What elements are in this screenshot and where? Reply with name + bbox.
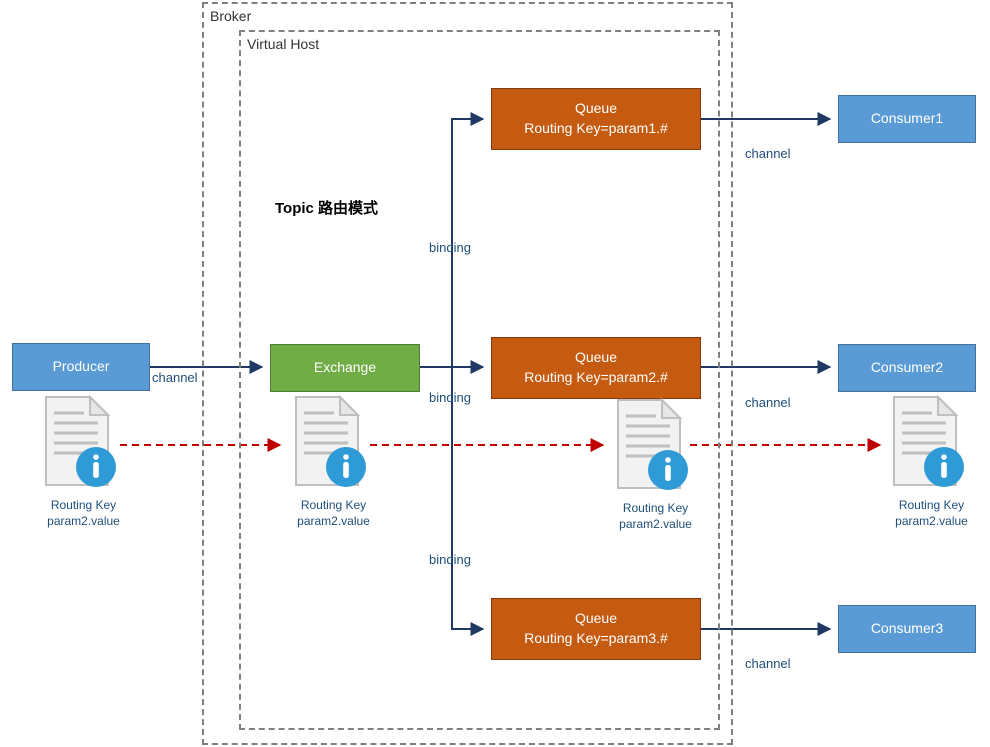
queue1-node: Queue Routing Key=param1.# bbox=[491, 88, 701, 150]
consumer2-node: Consumer2 bbox=[838, 344, 976, 392]
channel-label-consumer3: channel bbox=[745, 656, 791, 671]
binding-label-3: binding bbox=[429, 552, 471, 567]
consumer1-label: Consumer1 bbox=[871, 109, 943, 129]
channel-label-consumer1: channel bbox=[745, 146, 791, 161]
queue2-line1: Queue bbox=[575, 348, 617, 368]
binding-label-1: binding bbox=[429, 240, 471, 255]
document-info-icon bbox=[612, 398, 690, 499]
queue1-line1: Queue bbox=[575, 99, 617, 119]
binding-label-2: binding bbox=[429, 390, 471, 405]
routing-key-caption: Routing Keyparam2.value bbox=[884, 498, 979, 529]
topic-title: Topic 路由模式 bbox=[275, 197, 378, 218]
routing-key-caption: Routing Keyparam2.value bbox=[36, 498, 131, 529]
exchange-label: Exchange bbox=[314, 358, 376, 378]
consumer3-label: Consumer3 bbox=[871, 619, 943, 639]
routing-key-caption: Routing Keyparam2.value bbox=[608, 501, 703, 532]
diagram-canvas: Broker Virtual Host Topic 路由模式 Producer … bbox=[0, 0, 990, 747]
queue2-node: Queue Routing Key=param2.# bbox=[491, 337, 701, 399]
producer-label: Producer bbox=[53, 357, 110, 377]
producer-node: Producer bbox=[12, 343, 150, 391]
document-info-icon bbox=[290, 395, 368, 496]
queue3-node: Queue Routing Key=param3.# bbox=[491, 598, 701, 660]
queue1-line2: Routing Key=param1.# bbox=[524, 119, 668, 139]
consumer2-label: Consumer2 bbox=[871, 358, 943, 378]
consumer3-node: Consumer3 bbox=[838, 605, 976, 653]
channel-label-consumer2: channel bbox=[745, 395, 791, 410]
queue3-line2: Routing Key=param3.# bbox=[524, 629, 668, 649]
document-info-icon bbox=[40, 395, 118, 496]
channel-label-producer: channel bbox=[152, 370, 198, 385]
consumer1-node: Consumer1 bbox=[838, 95, 976, 143]
queue3-line1: Queue bbox=[575, 609, 617, 629]
routing-key-caption: Routing Keyparam2.value bbox=[286, 498, 381, 529]
virtualhost-label: Virtual Host bbox=[247, 36, 319, 52]
broker-label: Broker bbox=[210, 8, 251, 24]
exchange-node: Exchange bbox=[270, 344, 420, 392]
queue2-line2: Routing Key=param2.# bbox=[524, 368, 668, 388]
document-info-icon bbox=[888, 395, 966, 496]
